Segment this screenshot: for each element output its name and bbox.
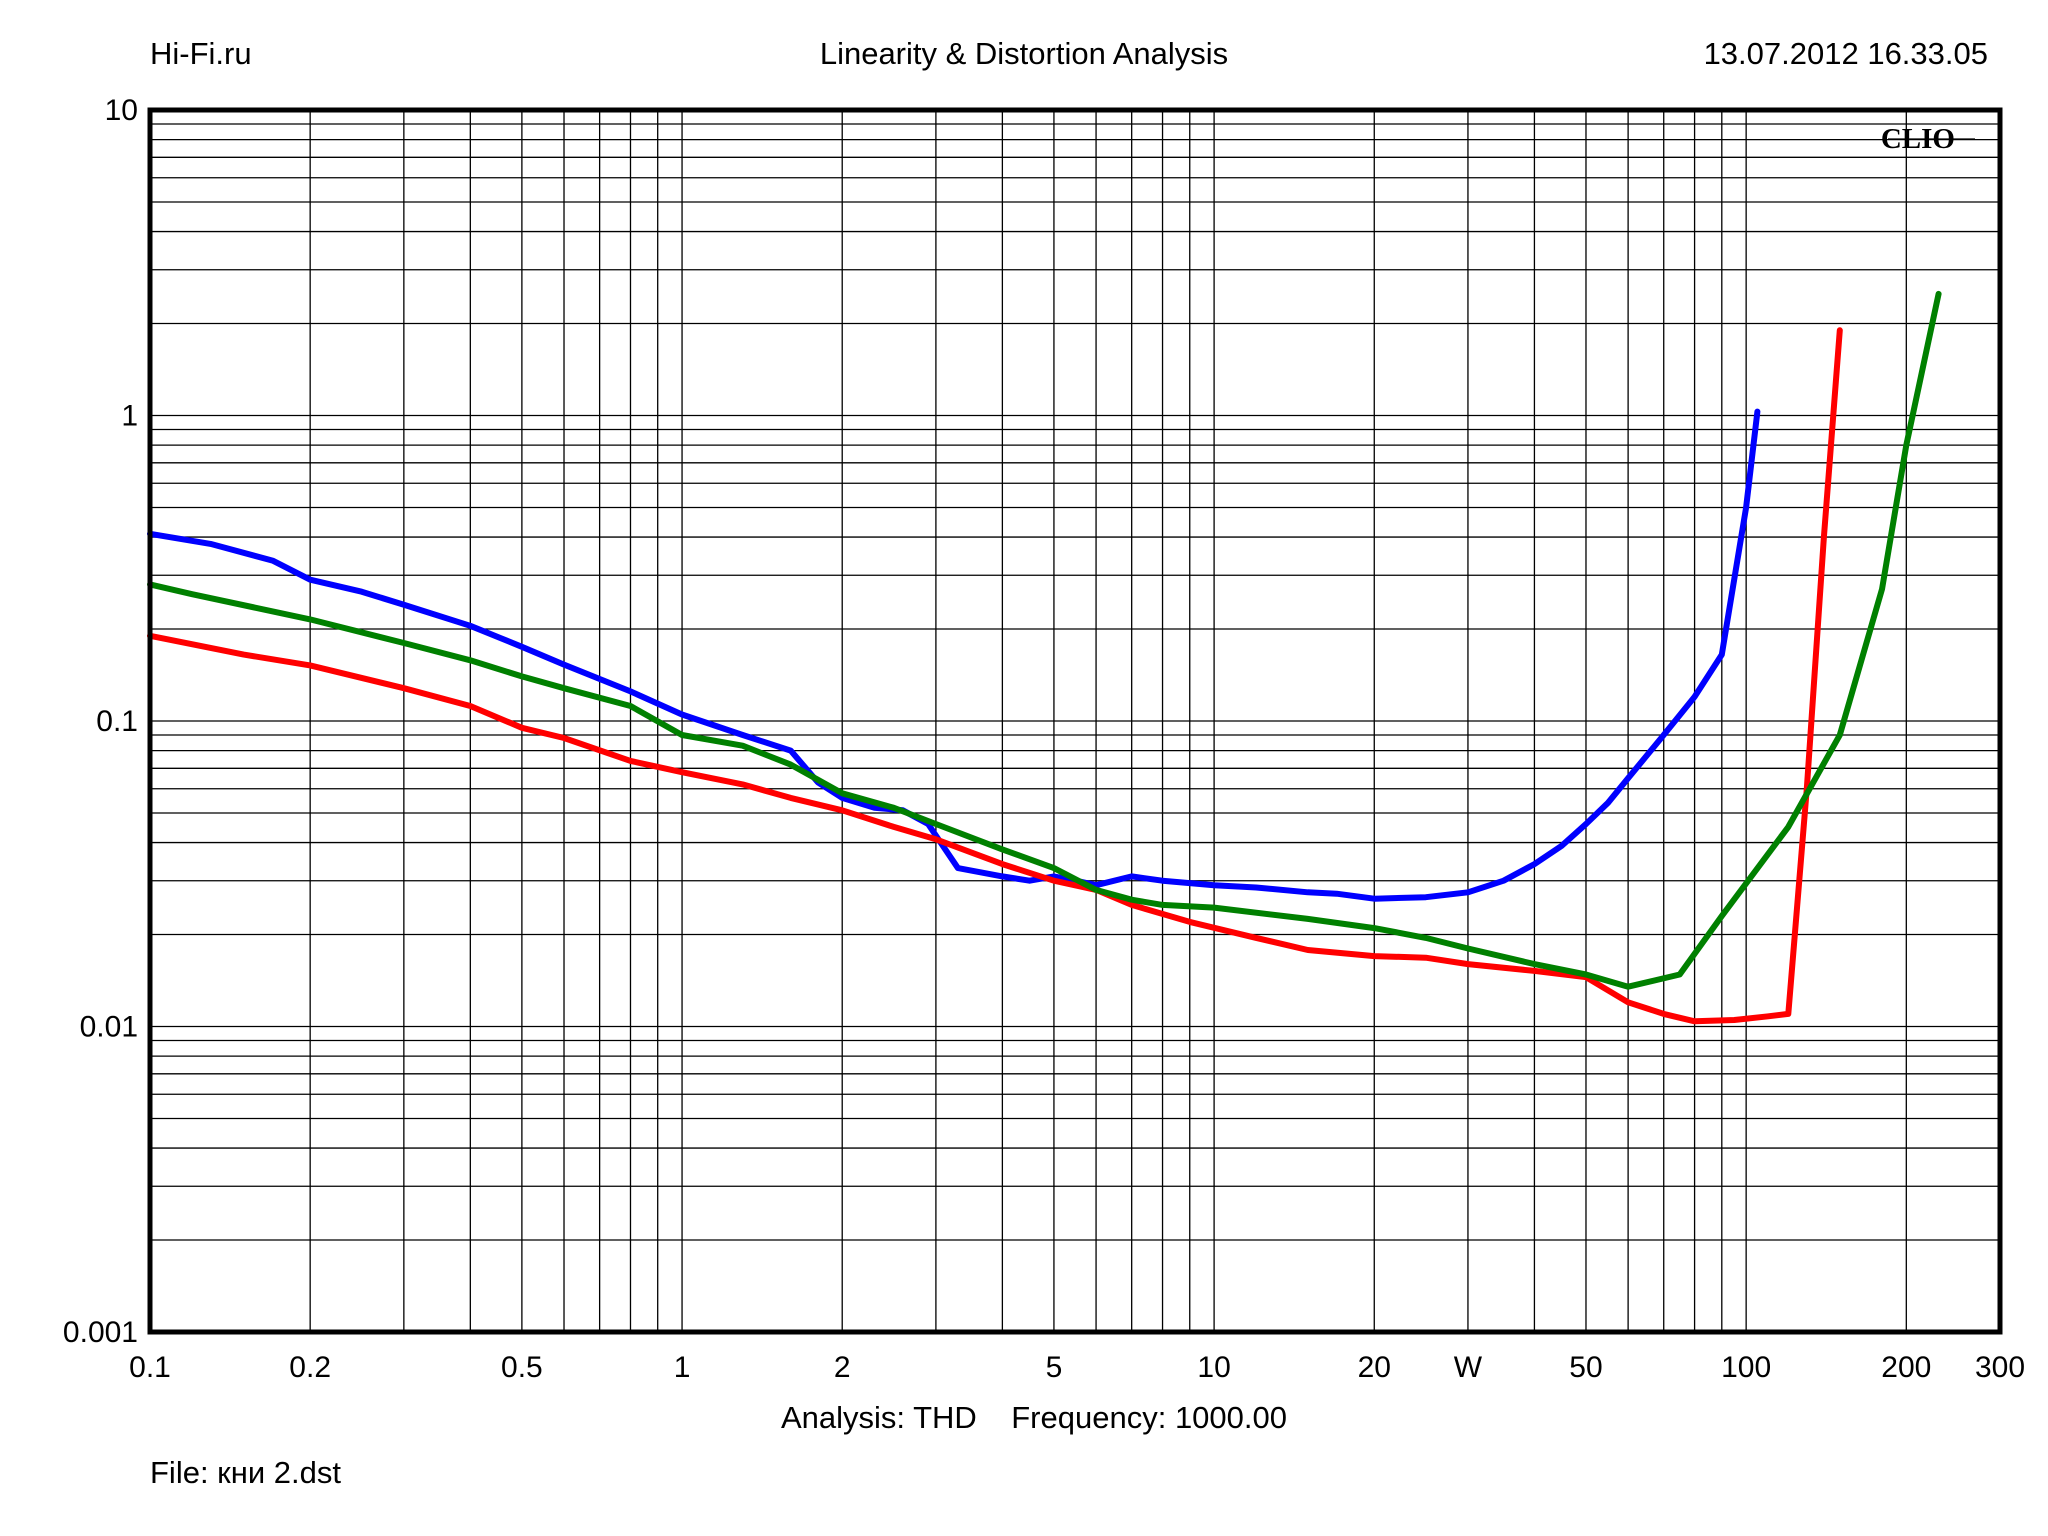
x-tick-label: 100 (1721, 1351, 1771, 1384)
timestamp-label: 13.07.2012 16.33.05 (1703, 36, 1988, 71)
y-tick-label: 10 (105, 94, 138, 127)
x-tick-label: W (1454, 1351, 1483, 1384)
x-tick-label: 0.2 (289, 1351, 331, 1384)
x-tick-label: 200 (1881, 1351, 1931, 1384)
y-tick-label: 0.01 (80, 1011, 138, 1044)
series-line-3 (147, 290, 1942, 990)
series-lines (147, 290, 1942, 1025)
series-line-1 (147, 408, 1761, 902)
x-tick-label: 10 (1197, 1351, 1230, 1384)
brand-logo: CLIO (1881, 123, 1955, 155)
grid (150, 110, 2000, 1332)
header-left-label: Hi-Fi.ru (150, 36, 252, 71)
x-tick-label: 5 (1046, 1351, 1063, 1384)
frequency-label: Frequency: 1000.00 (1011, 1400, 1287, 1435)
series-line-2 (147, 327, 1843, 1025)
y-tick-label: 0.1 (96, 705, 138, 738)
analysis-label: Analysis: THD (780, 1400, 977, 1435)
y-tick-label: 0.001 (63, 1316, 138, 1349)
x-tick-label: 0.1 (129, 1351, 171, 1384)
analysis-footer: Analysis: THD Frequency: 1000.00 (0, 1400, 2048, 1436)
plot-frame (147, 107, 2003, 1335)
x-tick-label: 300 (1975, 1351, 2025, 1384)
x-tick-label: 20 (1358, 1351, 1391, 1384)
y-tick-label: 1 (121, 400, 138, 433)
x-tick-label: 50 (1569, 1351, 1602, 1384)
chart-title: Linearity & Distortion Analysis (819, 36, 1229, 71)
file-label: File: кни 2.dst (150, 1455, 341, 1490)
x-tick-label: 0.5 (501, 1351, 543, 1384)
x-tick-label: 2 (834, 1351, 851, 1384)
tick-labels: 0.1 0.2 0.5 1 2 5 10 20 W 50 100 200 300 10 1 0.1 0.01 0.… (63, 94, 2025, 1384)
x-tick-label: 1 (674, 1351, 691, 1384)
